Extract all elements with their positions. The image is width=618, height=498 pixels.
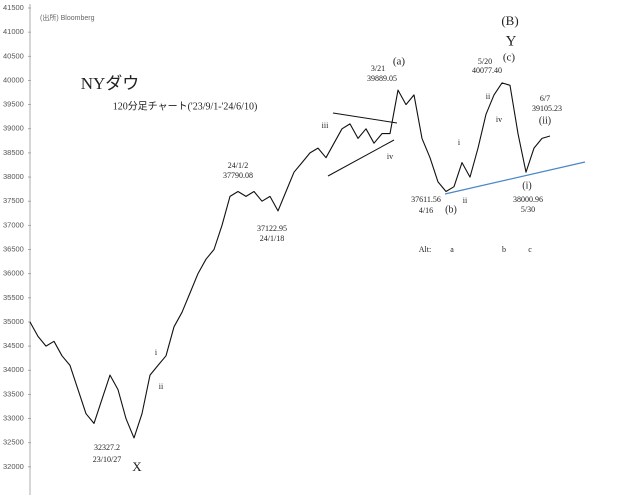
annotation: ii [463, 196, 468, 205]
annotation: 5/20 [478, 57, 492, 66]
trend-line [327, 139, 395, 177]
y-tick-label: 41000 [3, 27, 24, 36]
annotation: iii [322, 121, 329, 130]
annotation: 5/30 [521, 205, 535, 214]
annotation: (ii) [539, 115, 551, 126]
y-tick-label: 37500 [3, 196, 24, 205]
y-tick-label: 35500 [3, 293, 24, 302]
y-tick-label: 39000 [3, 124, 24, 133]
annotation: 24/1/18 [260, 234, 284, 243]
y-tick-label: 35000 [3, 317, 24, 326]
annotation: 39105.23 [532, 104, 562, 113]
annotation: 37790.08 [223, 171, 253, 180]
y-tick-label: 40500 [3, 51, 24, 60]
annotation: i [458, 138, 461, 147]
y-tick-label: 32000 [3, 462, 24, 471]
source: (出所) Bloomberg [40, 13, 95, 22]
annotation: 39889.05 [367, 74, 397, 83]
chart-title: NYダウ [81, 74, 140, 93]
chart-subtitle: 120分足チャート('23/9/1-'24/6/10) [113, 100, 258, 112]
annotation: (c) [503, 52, 516, 64]
y-tick-label: 38500 [3, 148, 24, 157]
y-tick-label: 37000 [3, 220, 24, 229]
y-tick-label: 36000 [3, 269, 24, 278]
annotation: i [155, 348, 158, 357]
annotation: 23/10/27 [93, 455, 121, 464]
annotation: 24/1/2 [228, 161, 248, 170]
annotation: ii [159, 382, 164, 391]
y-tick-label: 41500 [3, 3, 24, 12]
annotation: Y [506, 33, 517, 49]
y-tick-label: 34500 [3, 341, 24, 350]
annotation: 32327.2 [94, 443, 120, 452]
annotation: (b) [445, 204, 457, 215]
annotation: 38000.96 [513, 195, 543, 204]
annotation: 37611.56 [411, 195, 441, 204]
price-line [29, 82, 551, 439]
trend-line [332, 112, 398, 124]
y-tick-label: 33000 [3, 414, 24, 423]
y-tick-label: 33500 [3, 389, 24, 398]
y-tick-label: 36500 [3, 244, 24, 253]
annotation: (B) [501, 13, 518, 28]
annotation: c [528, 245, 532, 254]
annotation: 4/16 [419, 206, 433, 215]
annotation: (a) [393, 56, 406, 68]
annotation: b [502, 245, 506, 254]
y-tick-label: 38000 [3, 172, 24, 181]
annotation: 6/7 [540, 94, 550, 103]
annotation: ii [486, 92, 491, 101]
trend-line [444, 161, 586, 195]
y-tick-label: 34000 [3, 365, 24, 374]
annotation: 37122.95 [257, 224, 287, 233]
annotation: iv [496, 115, 502, 124]
y-tick-label: 40000 [3, 75, 24, 84]
y-tick-label: 39500 [3, 100, 24, 109]
annotation: (i) [522, 180, 531, 191]
annotation: iv [387, 152, 393, 161]
annotation: X [132, 459, 142, 474]
annotation: 3/21 [371, 64, 385, 73]
annotation: a [450, 245, 454, 254]
annotation: 40077.40 [472, 66, 502, 75]
y-tick-label: 32500 [3, 438, 24, 447]
annotation: Alt: [419, 245, 431, 254]
